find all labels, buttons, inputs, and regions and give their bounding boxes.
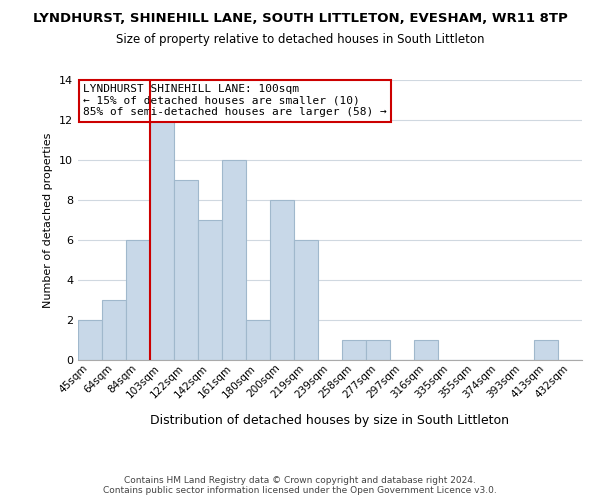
Bar xyxy=(342,340,366,360)
Text: Size of property relative to detached houses in South Littleton: Size of property relative to detached ho… xyxy=(116,32,484,46)
Bar xyxy=(102,300,126,360)
Text: Contains HM Land Registry data © Crown copyright and database right 2024.: Contains HM Land Registry data © Crown c… xyxy=(124,476,476,485)
Bar xyxy=(222,160,246,360)
X-axis label: Distribution of detached houses by size in South Littleton: Distribution of detached houses by size … xyxy=(151,414,509,426)
Bar xyxy=(414,340,438,360)
Bar xyxy=(78,320,102,360)
Text: LYNDHURST SHINEHILL LANE: 100sqm
← 15% of detached houses are smaller (10)
85% o: LYNDHURST SHINEHILL LANE: 100sqm ← 15% o… xyxy=(83,84,387,117)
Bar xyxy=(246,320,270,360)
Bar xyxy=(366,340,390,360)
Text: Contains public sector information licensed under the Open Government Licence v3: Contains public sector information licen… xyxy=(103,486,497,495)
Bar xyxy=(126,240,150,360)
Bar xyxy=(174,180,198,360)
Y-axis label: Number of detached properties: Number of detached properties xyxy=(43,132,53,308)
Text: LYNDHURST, SHINEHILL LANE, SOUTH LITTLETON, EVESHAM, WR11 8TP: LYNDHURST, SHINEHILL LANE, SOUTH LITTLET… xyxy=(32,12,568,26)
Bar xyxy=(294,240,318,360)
Bar xyxy=(198,220,222,360)
Bar xyxy=(270,200,294,360)
Bar xyxy=(150,120,174,360)
Bar xyxy=(534,340,558,360)
